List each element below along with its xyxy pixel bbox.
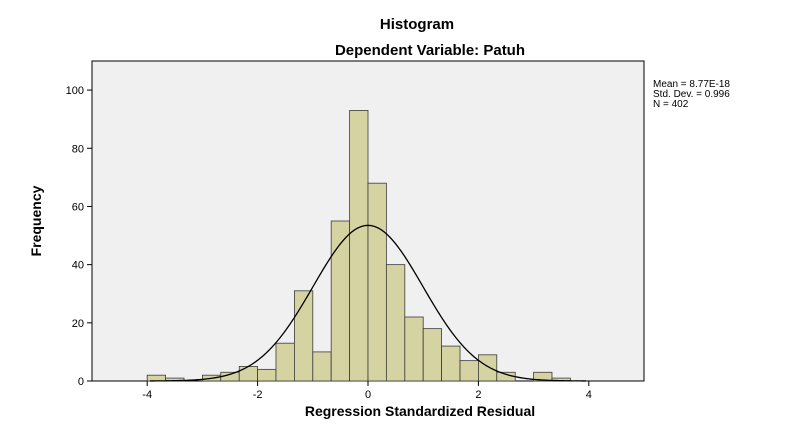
histogram-bar — [146, 374, 166, 382]
x-tick-label: -2 — [253, 389, 263, 401]
histogram-bar — [294, 290, 314, 382]
histogram-bar — [441, 345, 461, 382]
chart-subtitle: Dependent Variable: Patuh — [335, 42, 525, 59]
histogram-bar — [312, 351, 332, 382]
x-tick-label: 0 — [365, 389, 371, 401]
y-tick-label: 0 — [78, 376, 84, 388]
y-tick-label: 20 — [72, 318, 84, 330]
histogram-bar — [422, 328, 442, 382]
histogram-bar — [533, 371, 553, 382]
histogram-bar — [367, 182, 387, 382]
stats-std-dev: Std. Dev. = 0.996 — [653, 89, 730, 100]
x-axis-label: Regression Standardized Residual — [305, 403, 535, 419]
y-tick-label: 40 — [72, 260, 84, 272]
histogram-bar — [459, 360, 479, 382]
histogram-bar — [477, 354, 498, 382]
x-axis: -4 -2 0 2 4 — [142, 381, 592, 401]
stats-box: Mean = 8.77E-18 Std. Dev. = 0.996 N = 40… — [653, 79, 730, 110]
y-tick-label: 60 — [72, 201, 84, 213]
chart-title: Histogram — [380, 16, 454, 33]
y-tick-label: 100 — [66, 85, 84, 97]
x-tick-label: 4 — [586, 389, 592, 401]
y-axis: 0 20 40 60 80 100 — [66, 85, 92, 388]
x-tick-label: 2 — [475, 389, 481, 401]
histogram-bar — [257, 368, 277, 382]
histogram-bar — [385, 264, 406, 382]
stats-n: N = 402 — [653, 99, 689, 110]
bars-layer — [146, 110, 571, 382]
histogram-bar — [404, 316, 424, 382]
stats-mean: Mean = 8.77E-18 — [653, 79, 730, 90]
histogram-bar — [238, 366, 259, 382]
histogram-bar — [349, 110, 369, 382]
y-axis-label: Frequency — [28, 185, 44, 256]
histogram-bar — [275, 342, 295, 382]
x-tick-label: -4 — [142, 389, 152, 401]
normal-curve — [149, 224, 587, 382]
histogram-bar — [330, 220, 351, 382]
y-tick-label: 80 — [72, 143, 84, 155]
